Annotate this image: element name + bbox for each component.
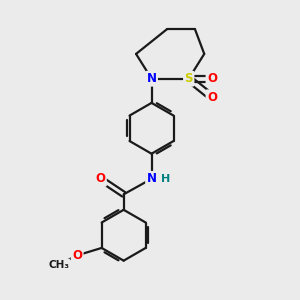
Text: O: O: [207, 72, 217, 85]
Text: O: O: [95, 172, 105, 185]
Text: N: N: [146, 72, 157, 85]
Text: O: O: [72, 249, 82, 262]
Text: CH₃: CH₃: [48, 260, 69, 270]
Text: S: S: [184, 72, 193, 85]
Text: O: O: [207, 91, 217, 104]
Text: H: H: [161, 174, 170, 184]
Text: N: N: [146, 172, 157, 185]
